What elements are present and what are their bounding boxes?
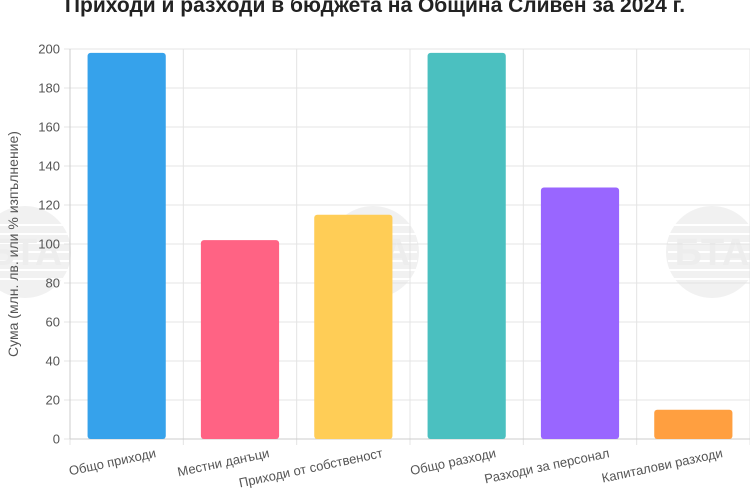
watermark-circle <box>666 206 750 298</box>
y-tick-label: 160 <box>38 120 60 135</box>
bar <box>87 52 166 440</box>
watermark-logo: БТА <box>666 206 750 298</box>
bar <box>427 52 506 440</box>
y-tick-label: 140 <box>38 159 60 174</box>
y-tick-label: 40 <box>46 354 60 369</box>
y-tick-label: 180 <box>38 81 60 96</box>
bar <box>540 187 620 439</box>
watermark-text: БТА <box>675 232 750 274</box>
chart-title: Приходи и разходи в бюджета на Община Сл… <box>64 0 686 17</box>
y-tick-label: 80 <box>46 276 60 291</box>
y-tick-label: 100 <box>38 237 60 252</box>
y-axis-label: Сума (млн. лв. или % изпълнение) <box>5 131 21 357</box>
x-tick-label: Разходи за персонал <box>483 445 611 486</box>
bar <box>314 214 393 439</box>
y-tick-label: 120 <box>38 198 60 213</box>
y-tick-label: 0 <box>53 432 60 447</box>
y-axis-ticks: 0 20 40 60 80 100 120 140 160 180 200 <box>38 42 60 447</box>
grid-lines <box>64 48 750 445</box>
y-tick-label: 20 <box>46 393 60 408</box>
y-tick-label: 200 <box>38 42 60 57</box>
bar <box>200 240 280 439</box>
bars <box>87 52 733 440</box>
watermark-text: БТА <box>0 232 62 274</box>
watermark-circle <box>0 206 71 298</box>
watermark-logo: БТА <box>0 206 71 298</box>
y-tick-label: 60 <box>46 315 60 330</box>
x-tick-label: Общо приходи <box>67 445 157 478</box>
x-tick-label: Капиталови разходи <box>600 445 724 485</box>
bar <box>654 409 733 439</box>
